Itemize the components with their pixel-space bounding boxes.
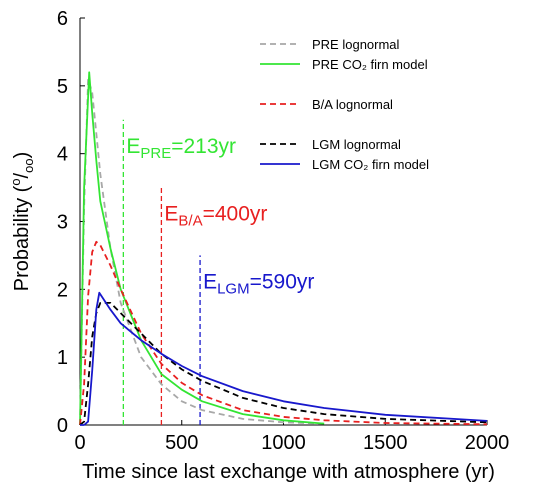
y-label-text: /: [11, 172, 33, 178]
y-tick-label: 4: [57, 144, 68, 166]
x-axis-label: Time since last exchange with atmosphere…: [82, 461, 495, 483]
legend-label: B/A lognormal: [312, 97, 393, 112]
y-tick-label: 3: [57, 212, 68, 234]
marker-label-main: E: [203, 270, 217, 293]
y-tick-label: 6: [57, 8, 68, 30]
x-tick-label: 1000: [261, 432, 306, 454]
series-line: [79, 71, 325, 426]
y-tick-label: 0: [57, 415, 68, 437]
legend-label: PRE lognormal: [312, 37, 400, 52]
y-tick-label: 5: [57, 76, 68, 98]
y-tick-label: 1: [57, 347, 68, 369]
series-line: [79, 302, 488, 426]
legend-label: PRE CO₂ firn model: [312, 57, 428, 72]
x-tick-label: 0: [74, 432, 85, 454]
marker-label: EB/A=400yr: [164, 203, 267, 230]
y-label-sup: o: [8, 178, 23, 185]
y-label-text: Probability (: [11, 185, 33, 291]
x-tick-label: 500: [165, 432, 198, 454]
marker-label: EPRE=213yr: [126, 135, 236, 162]
marker-label-main: E: [126, 135, 140, 158]
marker-label: ELGM=590yr: [203, 270, 314, 297]
marker-label-main: E: [164, 203, 178, 226]
y-axis-label: Probability (o/oo): [8, 152, 36, 292]
marker-label-sub: B/A: [178, 213, 202, 230]
legend-label: LGM lognormal: [312, 137, 401, 152]
marker-label-sub: PRE: [140, 145, 171, 162]
y-tick-label: 2: [57, 279, 68, 301]
series-line: [79, 240, 488, 426]
marker-label-sub: LGM: [217, 280, 250, 297]
series-line: [80, 291, 488, 426]
y-label-text: ): [11, 152, 33, 159]
y-label-sub: oo: [21, 158, 36, 172]
marker-label-rest: =590yr: [250, 270, 315, 293]
x-tick-label: 1500: [363, 432, 408, 454]
series-line: [79, 78, 325, 426]
marker-label-rest: =400yr: [203, 203, 268, 226]
legend-label: LGM CO₂ firn model: [312, 157, 429, 172]
x-tick-label: 2000: [465, 432, 510, 454]
marker-label-rest: =213yr: [171, 135, 236, 158]
